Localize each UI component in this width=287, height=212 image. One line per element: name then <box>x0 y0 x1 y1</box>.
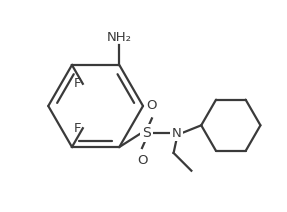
Text: O: O <box>137 154 147 167</box>
Text: F: F <box>73 77 81 90</box>
Text: O: O <box>147 99 157 113</box>
Text: N: N <box>172 127 181 140</box>
Text: F: F <box>73 122 81 135</box>
Text: NH₂: NH₂ <box>107 31 132 44</box>
Text: S: S <box>143 126 151 140</box>
